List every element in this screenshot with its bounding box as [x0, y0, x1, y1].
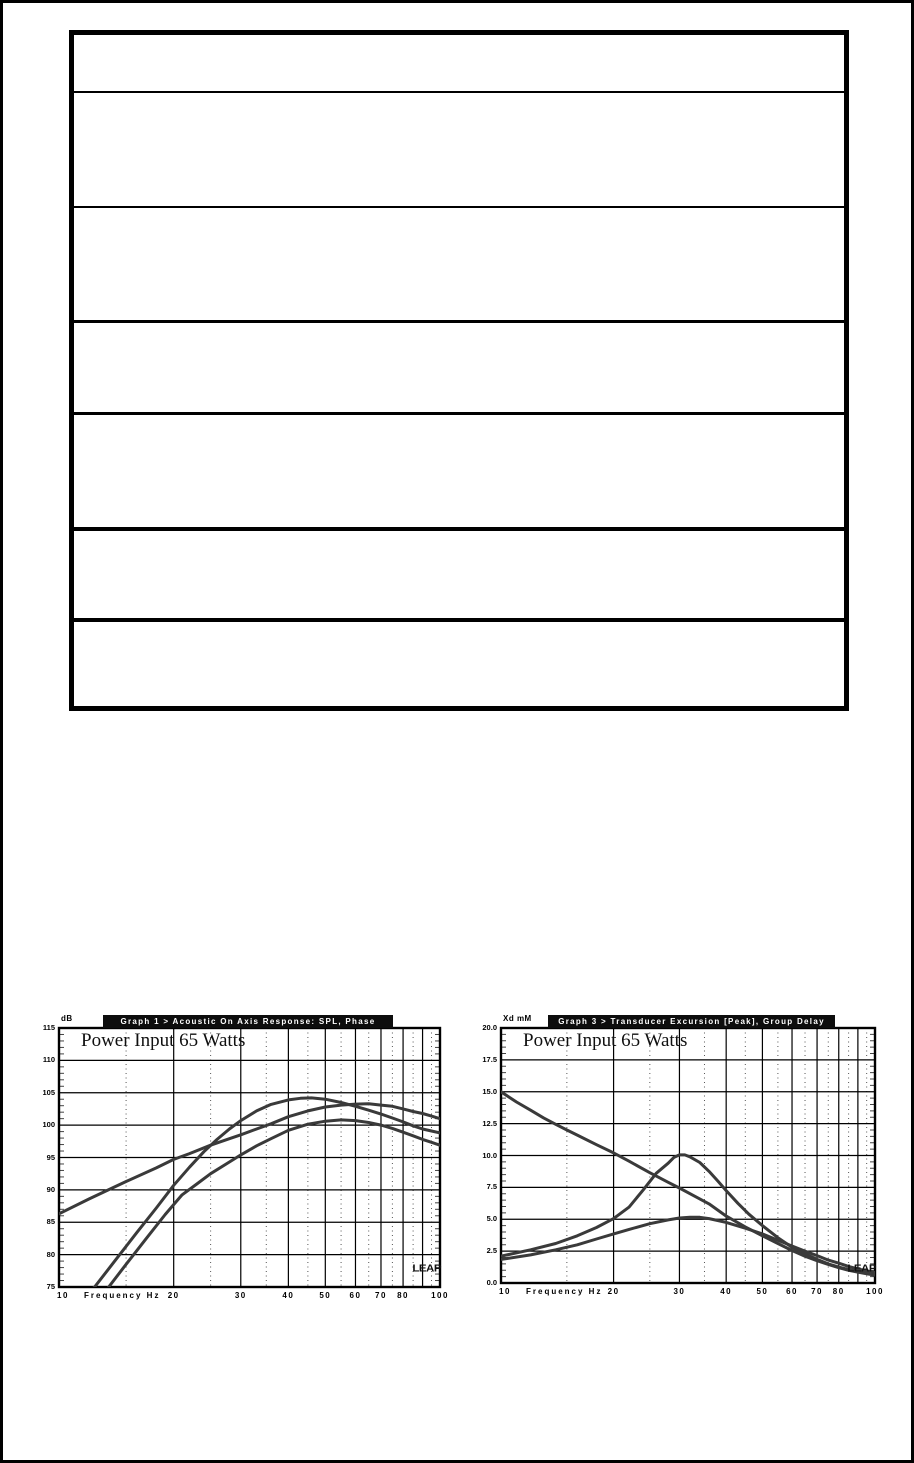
chart-graph3: Xd mM Graph 3 > Transducer Excursion [Pe…: [481, 1008, 911, 1308]
y-tick-label: 75: [46, 1282, 55, 1291]
table-row: [74, 323, 844, 415]
x-tick-label: 40: [720, 1287, 733, 1296]
y-tick-label: 100: [42, 1120, 55, 1130]
x-tick-label: 30: [673, 1287, 686, 1296]
x-tick-label: 20: [607, 1287, 620, 1296]
y-tick-label: 95: [46, 1152, 55, 1162]
y-tick-label: 10.0: [482, 1150, 497, 1160]
graph3-x-axis-label: Frequency Hz: [526, 1287, 603, 1296]
graph1-x-axis-label: Frequency Hz: [84, 1291, 161, 1300]
y-tick-label: 80: [46, 1249, 55, 1259]
x-tick-label: 40: [282, 1291, 295, 1300]
graph3-title-bar: Graph 3 > Transducer Excursion [Peak], G…: [548, 1015, 835, 1028]
y-tick-label: 85: [46, 1217, 55, 1227]
x-tick-label: 100: [431, 1291, 449, 1300]
y-tick-label: 7.5: [486, 1182, 497, 1192]
chart-graph1: dB Graph 1 > Acoustic On Axis Response: …: [42, 1008, 493, 1308]
graph3-y-unit-label: Xd mM: [503, 1014, 532, 1023]
x-tick-label: 20: [167, 1291, 180, 1300]
x-tick-label: 60: [349, 1291, 362, 1300]
table-row: [74, 531, 844, 622]
x-tick-label: 70: [811, 1287, 824, 1296]
x-tick-label: 10: [499, 1287, 511, 1296]
x-tick-label: 70: [375, 1291, 387, 1300]
graph1-title-bar: Graph 1 > Acoustic On Axis Response: SPL…: [103, 1015, 393, 1028]
x-tick-label: 100: [866, 1287, 884, 1296]
table-row: [74, 622, 844, 706]
x-tick-label: 50: [319, 1291, 332, 1300]
y-tick-label: 20.0: [482, 1023, 497, 1032]
x-tick-label: 60: [786, 1287, 798, 1296]
y-tick-label: 0.0: [486, 1278, 497, 1287]
y-tick-label: 115: [42, 1023, 55, 1032]
table-row: [74, 208, 844, 323]
x-tick-label: 30: [234, 1291, 247, 1300]
table-row: [74, 35, 844, 93]
leap-logo: LEAP: [412, 1263, 441, 1275]
table-row: [74, 93, 844, 208]
x-tick-label: 10: [57, 1291, 69, 1300]
x-tick-label: 50: [756, 1287, 769, 1296]
y-tick-label: 5.0: [486, 1214, 497, 1224]
y-tick-label: 110: [42, 1055, 55, 1065]
y-tick-label: 105: [42, 1087, 55, 1097]
graph1-y-unit-label: dB: [61, 1014, 73, 1023]
leap-logo: LEAP: [847, 1263, 876, 1275]
y-tick-label: 90: [46, 1184, 55, 1194]
spec-table: [69, 30, 849, 711]
graph1-power-annotation: Power Input 65 Watts: [81, 1030, 246, 1051]
y-tick-label: 15.0: [482, 1086, 497, 1096]
graph3-power-annotation: Power Input 65 Watts: [523, 1030, 688, 1051]
x-tick-label: 80: [397, 1291, 410, 1300]
table-row: [74, 415, 844, 531]
x-tick-label: 80: [832, 1287, 845, 1296]
y-tick-label: 12.5: [482, 1118, 497, 1128]
y-tick-label: 17.5: [482, 1054, 497, 1064]
y-tick-label: 2.5: [486, 1246, 497, 1256]
